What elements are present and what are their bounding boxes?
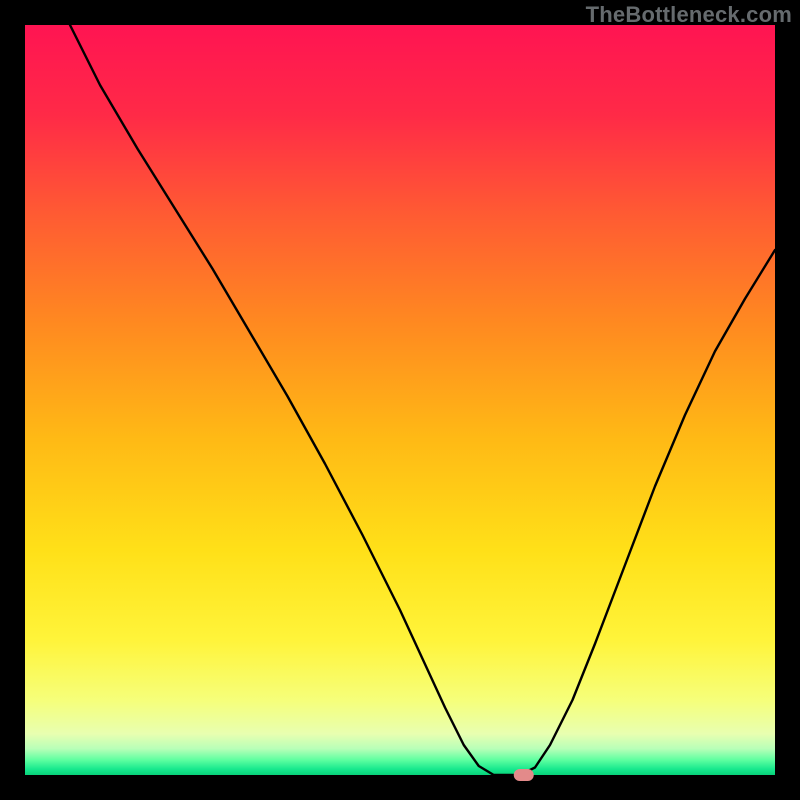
watermark-text: TheBottleneck.com — [586, 2, 792, 28]
chart-container: TheBottleneck.com — [0, 0, 800, 800]
chart-plot-area — [25, 25, 775, 775]
optimal-marker-icon — [514, 769, 534, 781]
bottleneck-curve-chart — [0, 0, 800, 800]
